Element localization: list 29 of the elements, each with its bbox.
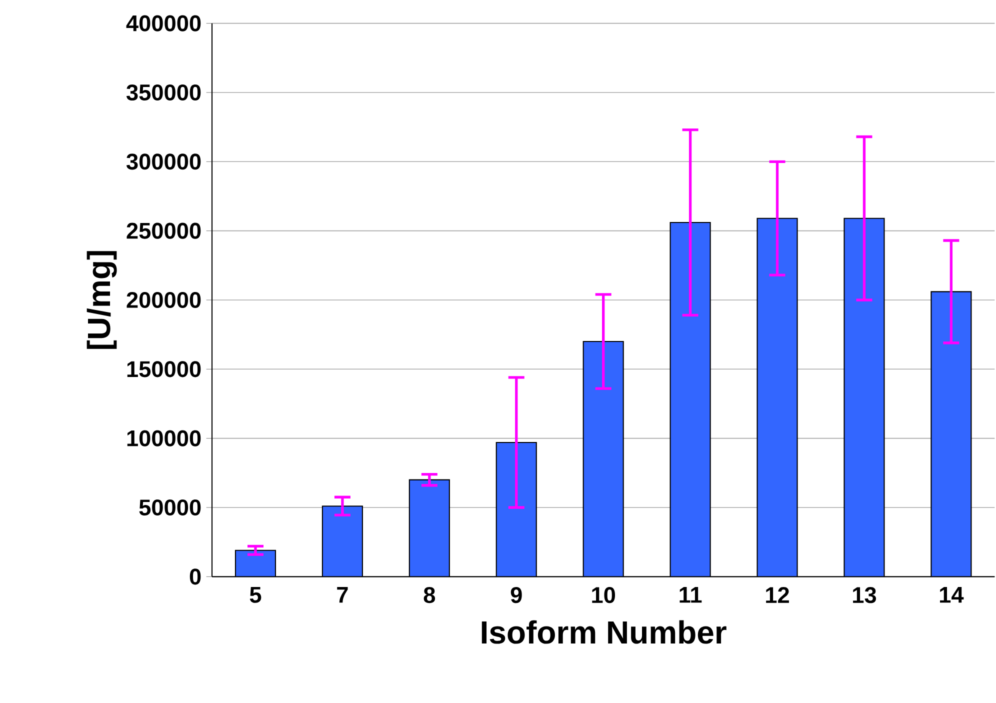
x-tick-label: 11 [680,587,702,603]
x-tick-label: 12 [766,587,789,604]
y-tick-label: 400000 [126,15,201,32]
y-tick-label: 100000 [127,430,201,447]
x-tick-label: 7 [337,587,348,603]
bar [670,222,710,577]
y-axis-title: [U/mg] [86,251,117,350]
y-tick-label: 150000 [127,361,201,378]
bar [496,442,536,577]
bar [409,480,450,577]
x-axis-title: Isoform Number [482,620,726,644]
x-tick-label: 13 [853,587,876,604]
x-tick-label: 8 [424,587,436,604]
x-tick-label: 9 [510,587,522,604]
y-tick-label: 350000 [126,84,201,101]
y-tick-label: 200000 [126,292,201,308]
bar [844,218,884,577]
y-tick-label: 250000 [126,222,201,240]
x-tick-label: 5 [250,587,262,604]
bar [235,550,276,577]
bar [757,218,798,577]
bar [930,291,972,577]
bar [583,342,624,577]
y-tick-label: 0 [190,568,201,585]
bar [322,506,362,577]
x-tick-label: 10 [592,587,616,604]
y-tick-label: 300000 [126,154,201,170]
y-tick-label: 50000 [139,500,201,516]
x-tick-label: 14 [940,587,964,603]
